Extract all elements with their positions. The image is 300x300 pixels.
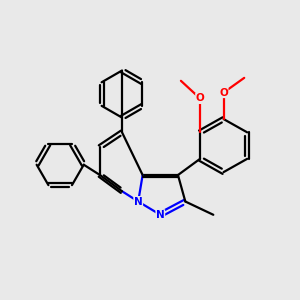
Text: N: N xyxy=(156,210,165,220)
Text: O: O xyxy=(219,88,228,98)
Text: O: O xyxy=(196,94,204,103)
Text: N: N xyxy=(134,196,142,206)
